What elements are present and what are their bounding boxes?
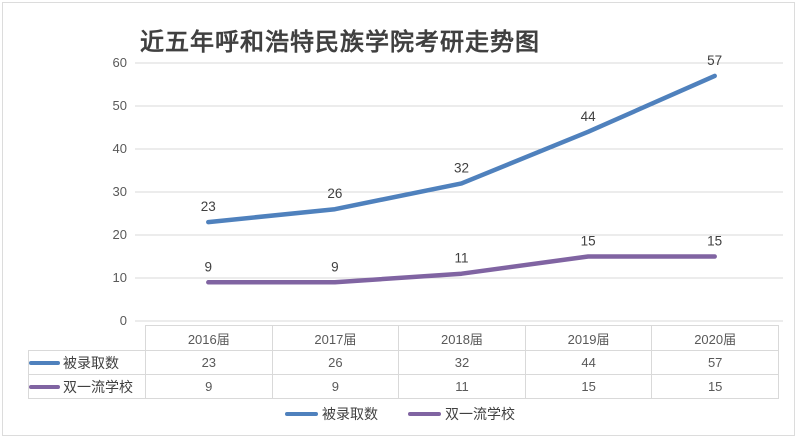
table-column-header: 2020届: [651, 325, 779, 351]
data-label: 44: [581, 109, 597, 124]
table-value-cell: 44: [524, 350, 653, 375]
data-label: 15: [581, 234, 596, 249]
table-value-cell: 32: [398, 350, 526, 375]
legend-label: 双一流学校: [445, 406, 515, 422]
table-corner-cell: [29, 326, 146, 351]
series-line-swatch-icon: [29, 384, 60, 389]
series-line-1: [206, 254, 717, 285]
data-label: 15: [707, 234, 722, 249]
legend-label: 被录取数: [322, 406, 378, 422]
plot-area: 0 10 20 30 40 50 60 23 26 32 44 57 9 9 11 15 15: [113, 53, 783, 328]
data-label: 26: [327, 186, 342, 201]
data-label: 9: [205, 259, 213, 274]
table-value-cell: 9: [145, 374, 273, 399]
data-table: 2016届 2017届 2018届 2019届 2020届被录取数 23 26 32 44 57 双…: [28, 325, 779, 399]
data-label: 23: [201, 199, 216, 214]
table-value-cell: 11: [398, 374, 526, 399]
table-column-header: 2019届: [524, 325, 653, 351]
table-value-cell: 15: [651, 374, 779, 399]
chart-title: 近五年呼和浩特民族学院考研走势图: [140, 27, 540, 56]
table-value-cell: 26: [271, 350, 400, 375]
y-axis-tick-label: 10: [113, 270, 127, 285]
series-key-cell: 双一流学校: [28, 374, 146, 399]
y-axis-tick-label: 30: [113, 184, 127, 199]
data-label: 57: [707, 53, 722, 68]
legend-line-swatch-icon: [408, 412, 441, 416]
series-name: 双一流学校: [63, 378, 133, 395]
table-column-header: 2017届: [271, 325, 400, 351]
chart-legend: 被录取数 双一流学校: [0, 404, 800, 424]
legend-line-swatch-icon: [285, 412, 318, 416]
y-axis-tick-label: 0: [120, 313, 127, 328]
table-value-cell: 9: [271, 374, 400, 399]
y-axis-tick-label: 60: [113, 55, 127, 70]
series-key-cell: 被录取数: [28, 350, 146, 375]
legend-item: 被录取数: [285, 404, 378, 424]
y-axis-tick-label: 20: [113, 227, 127, 242]
table-row: 双一流学校 9 9 11 15 15: [28, 374, 779, 399]
table-value-cell: 23: [145, 350, 273, 375]
table-column-header: 2018届: [398, 325, 526, 351]
data-label: 9: [331, 259, 339, 274]
series-line-swatch-icon: [29, 360, 60, 365]
legend-item: 双一流学校: [408, 404, 515, 424]
y-axis-tick-label: 40: [113, 141, 127, 156]
data-label: 11: [454, 251, 468, 266]
y-axis-tick-label: 50: [113, 98, 127, 113]
data-label: 32: [454, 160, 469, 175]
table-value-cell: 15: [524, 374, 653, 399]
series-name: 被录取数: [63, 354, 119, 371]
table-row: 被录取数 23 26 32 44 57: [28, 350, 779, 375]
table-column-header: 2016届: [145, 325, 273, 351]
table-value-cell: 57: [651, 350, 779, 375]
series-line-0: [206, 73, 717, 225]
